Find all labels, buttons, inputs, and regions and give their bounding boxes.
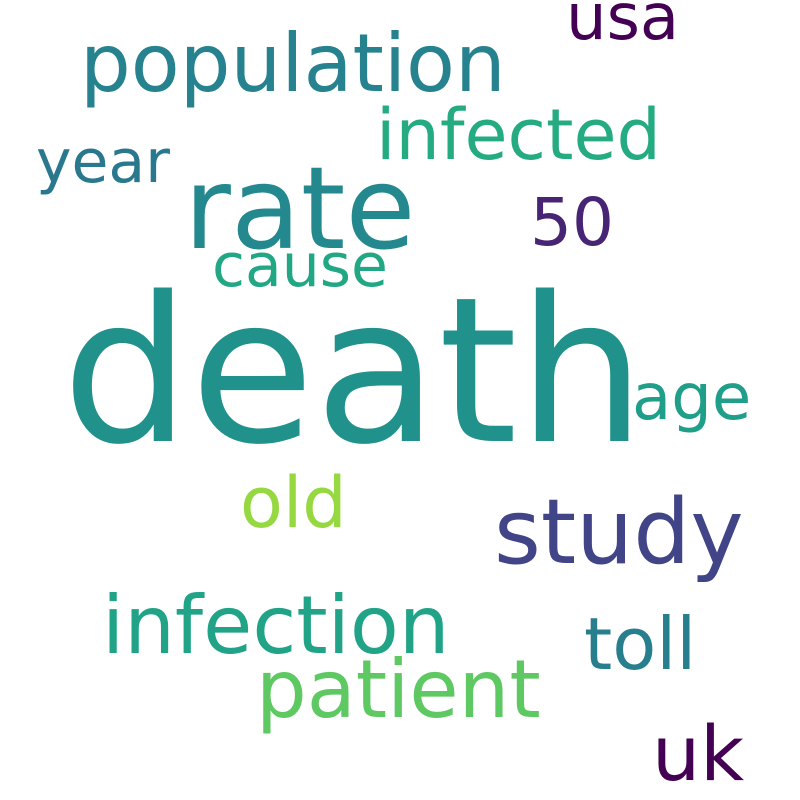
word-50: 50: [530, 184, 614, 261]
word-uk: uk: [652, 709, 745, 798]
word-cause: cause: [212, 231, 388, 301]
word-patient: patient: [256, 643, 541, 736]
word-year: year: [36, 127, 170, 197]
word-population: population: [80, 17, 506, 110]
word-infected: infected: [376, 94, 661, 176]
word-infection: infection: [102, 579, 450, 672]
word-death: death: [62, 253, 646, 489]
word-study: study: [494, 480, 744, 585]
word-toll: toll: [584, 602, 697, 686]
word-rate: rate: [184, 142, 416, 275]
word-usa: usa: [566, 0, 680, 55]
word-age: age: [632, 361, 752, 435]
word-old: old: [240, 462, 347, 544]
